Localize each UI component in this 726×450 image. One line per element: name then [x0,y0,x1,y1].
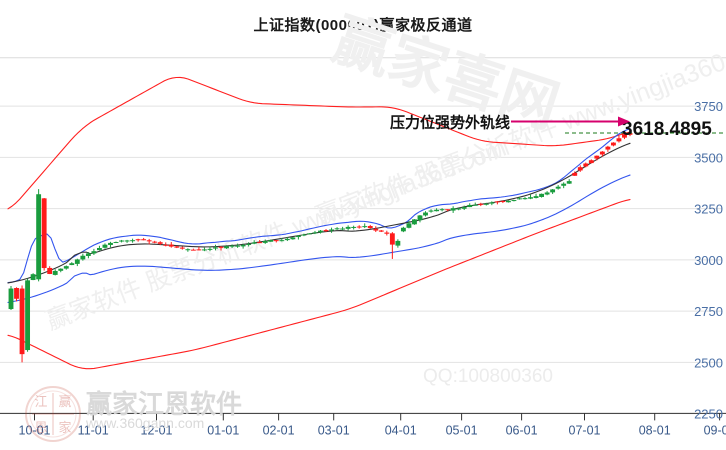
svg-text:07-01: 07-01 [569,423,601,437]
svg-text:08-01: 08-01 [639,423,671,437]
svg-text:赢: 赢 [58,394,71,409]
svg-text:压力位强势外轨线: 压力位强势外轨线 [390,114,510,132]
svg-text:家: 家 [58,420,71,435]
svg-text:江: 江 [34,394,47,409]
svg-text:2500: 2500 [694,355,723,370]
svg-text:恩: 恩 [34,420,47,435]
svg-text:03-01: 03-01 [318,423,350,437]
svg-text:2750: 2750 [694,304,723,319]
svg-text:3618.4895: 3618.4895 [622,119,712,140]
svg-text:3250: 3250 [694,202,723,217]
svg-text:01-01: 01-01 [207,423,239,437]
svg-text:06-01: 06-01 [506,423,538,437]
svg-text:3750: 3750 [694,99,723,114]
svg-text:2250: 2250 [694,407,723,422]
svg-text:02-01: 02-01 [263,423,295,437]
svg-text:www.360gann.com: www.360gann.com [85,415,204,431]
svg-text:3000: 3000 [694,253,723,268]
svg-text:04-01: 04-01 [385,423,417,437]
svg-text:3500: 3500 [694,150,723,165]
svg-text:05-01: 05-01 [446,423,478,437]
svg-text:09-01: 09-01 [704,423,726,437]
svg-text:QQ:100800360: QQ:100800360 [423,366,553,387]
